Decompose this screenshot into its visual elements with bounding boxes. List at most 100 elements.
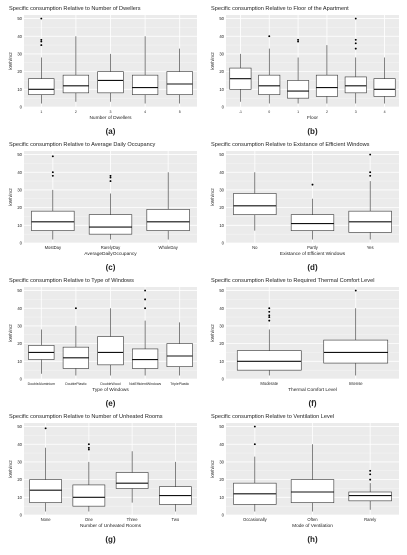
x-tick-label: Three xyxy=(127,517,139,522)
box-iqr xyxy=(29,479,62,503)
x-tick-label: DoubleAluminium xyxy=(28,382,56,386)
box-Rarely xyxy=(348,469,392,510)
box-iqr xyxy=(88,214,133,235)
box-iqr xyxy=(315,74,338,97)
outlier-point xyxy=(268,35,271,38)
box-iqr xyxy=(72,484,106,507)
x-tick-label: DoublePlastic xyxy=(65,382,87,386)
outlier-point xyxy=(354,47,357,50)
y-tick-label: 10 xyxy=(219,87,224,92)
x-tick-label: Intense xyxy=(349,381,363,386)
x-tick-label: 3 xyxy=(110,110,112,114)
x-axis-title: Number of Unheated Rooms xyxy=(80,523,142,529)
y-axis-title: kWh/m2 xyxy=(8,188,14,206)
y-axis-title: kWh/m2 xyxy=(210,460,216,478)
panel-label: (h) xyxy=(307,535,318,544)
box-Yes xyxy=(348,153,392,240)
box-DoubleWood xyxy=(97,308,124,376)
y-tick-label: 10 xyxy=(17,359,22,364)
chart-panel-h: Specific consumption Relative to Ventila… xyxy=(210,414,399,544)
outlier-point xyxy=(369,473,372,476)
chart-title: Specific consumption Relative to Number … xyxy=(9,6,141,12)
y-tick-label: 0 xyxy=(222,513,225,518)
x-tick-label: DoubleWood xyxy=(100,382,120,386)
y-tick-label: 40 xyxy=(17,442,22,447)
y-tick-label: 0 xyxy=(222,105,225,110)
outlier-point xyxy=(40,38,43,41)
y-tick-label: 20 xyxy=(17,477,22,482)
y-tick-label: 10 xyxy=(17,223,22,228)
x-tick-label: 5 xyxy=(179,110,181,114)
y-tick-label: 40 xyxy=(219,34,224,39)
outlier-point xyxy=(268,307,271,310)
x-tick-label: 1 xyxy=(297,110,299,114)
outlier-point xyxy=(354,42,357,45)
outlier-point xyxy=(44,427,47,430)
box-1 xyxy=(28,17,55,104)
y-tick-label: 40 xyxy=(17,170,22,175)
outlier-point xyxy=(144,307,147,310)
x-tick-label: Occasionally xyxy=(243,517,268,522)
x-tick-label: -1 xyxy=(239,110,242,114)
x-axis-title: Number of Dwellers xyxy=(89,115,132,121)
y-tick-label: 50 xyxy=(17,152,22,157)
y-tick-label: 20 xyxy=(17,341,22,346)
panel-label: (f) xyxy=(309,399,317,408)
box-iqr xyxy=(97,71,124,94)
chart-title: Specific consumption Relative to Floor o… xyxy=(211,6,349,12)
box-Often xyxy=(290,444,335,512)
box-iqr xyxy=(287,80,310,99)
y-tick-label: 20 xyxy=(219,341,224,346)
chart-title: Specific consumption Relative to Type of… xyxy=(9,278,134,284)
chart-panel-b: Specific consumption Relative to Floor o… xyxy=(210,6,399,136)
y-tick-label: 40 xyxy=(219,306,224,311)
x-axis-title: Type of Windows xyxy=(92,387,129,393)
x-tick-label: Two xyxy=(172,517,180,522)
outlier-point xyxy=(144,289,147,292)
chart-panel-c: Specific consumption Relative to Average… xyxy=(8,142,197,272)
y-axis-title: kWh/m2 xyxy=(210,188,216,206)
y-tick-label: 0 xyxy=(20,377,23,382)
chart-title: Specific consumption Relative to Existan… xyxy=(211,142,370,148)
y-tick-label: 0 xyxy=(222,377,225,382)
y-tick-label: 30 xyxy=(17,324,22,329)
y-tick-label: 50 xyxy=(17,16,22,21)
outlier-point xyxy=(268,310,271,313)
x-tick-label: No xyxy=(252,245,258,250)
box-iqr xyxy=(28,78,55,95)
x-axis-title: Existance of Efficient Windows xyxy=(280,251,346,257)
box-Intense xyxy=(323,289,389,376)
y-tick-label: 20 xyxy=(219,205,224,210)
outlier-point xyxy=(144,298,147,301)
y-axis-title: kWh/m2 xyxy=(210,324,216,342)
box-iqr xyxy=(131,348,159,369)
y-axis-title: kWh/m2 xyxy=(210,52,216,70)
y-tick-label: 0 xyxy=(20,241,23,246)
y-tick-label: 10 xyxy=(219,359,224,364)
box-One xyxy=(72,443,106,512)
panel-label: (e) xyxy=(106,399,116,408)
y-tick-label: 50 xyxy=(17,424,22,429)
x-tick-label: Partly xyxy=(307,245,319,250)
outlier-point xyxy=(311,183,314,186)
x-tick-label: MostDay xyxy=(45,245,62,250)
box-4 xyxy=(373,57,396,104)
panel-label: (a) xyxy=(106,127,116,136)
outlier-point xyxy=(369,171,372,174)
y-tick-label: 30 xyxy=(219,324,224,329)
x-tick-label: WholeDay xyxy=(159,245,179,250)
chart-title: Specific consumption Relative to Ventila… xyxy=(211,414,334,420)
outlier-point xyxy=(109,176,112,179)
outlier-point xyxy=(109,174,112,177)
y-tick-label: 30 xyxy=(17,52,22,57)
box-DoubleAluminium xyxy=(28,329,55,374)
box-Two xyxy=(159,461,192,512)
y-axis-title: kWh/m2 xyxy=(8,324,14,342)
y-axis-title: kWh/m2 xyxy=(8,460,14,478)
y-tick-label: 10 xyxy=(17,495,22,500)
chart-title: Specific consumption Relative to Require… xyxy=(211,278,374,284)
x-tick-label: TriplePlastic xyxy=(170,382,189,386)
y-tick-label: 40 xyxy=(219,442,224,447)
y-tick-label: 20 xyxy=(219,69,224,74)
outlier-point xyxy=(51,174,54,177)
